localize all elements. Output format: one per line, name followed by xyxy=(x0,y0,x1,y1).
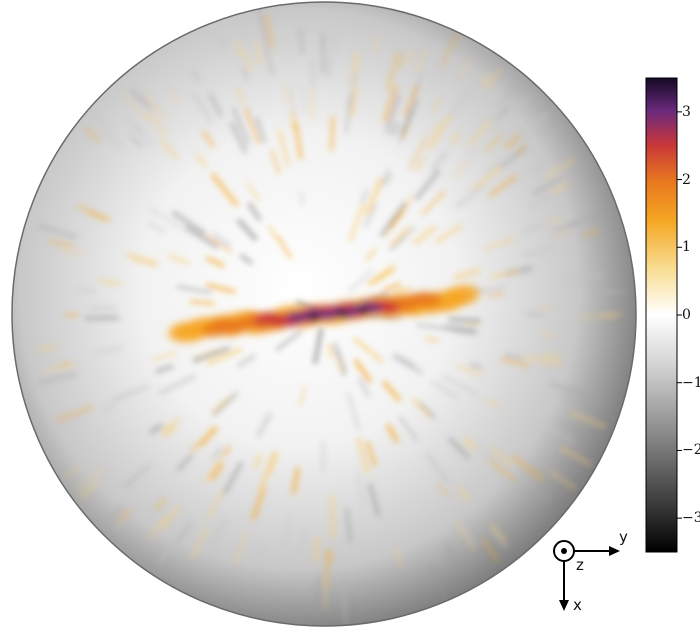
colorbar xyxy=(645,77,682,553)
axis-label-z: z xyxy=(576,556,584,574)
colorbar-tick-label: 1 xyxy=(682,239,691,256)
colorbar-tick-label: −2 xyxy=(682,442,700,459)
y-axis-arrowhead-icon xyxy=(609,546,620,556)
colorbar-ticks xyxy=(677,111,682,519)
axes-indicator xyxy=(553,540,620,611)
colorbar-tick-label: −1 xyxy=(682,374,700,391)
colorbar-tick-label: 3 xyxy=(682,103,691,120)
sphere-outline xyxy=(11,1,637,627)
sphere xyxy=(11,1,637,627)
central-band xyxy=(168,284,480,343)
axis-label-x: x xyxy=(573,596,582,614)
x-axis-arrowhead-icon xyxy=(559,600,569,611)
colorbar-tick-label: 2 xyxy=(682,171,691,188)
colorbar-tick-label: −3 xyxy=(682,510,700,527)
axis-label-y: y xyxy=(619,528,628,546)
colorbar-gradient xyxy=(645,77,678,553)
z-axis-dot xyxy=(561,548,567,554)
colorbar-tick-label: 0 xyxy=(682,307,691,323)
